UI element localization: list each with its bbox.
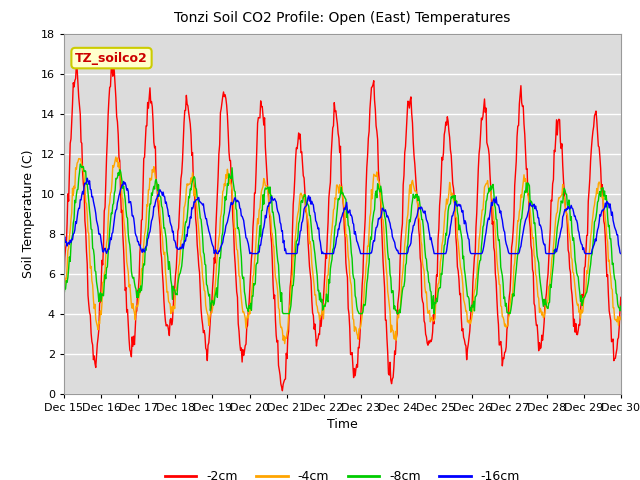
-2cm: [617, 294, 625, 300]
Y-axis label: Soil Temperature (C): Soil Temperature (C): [22, 149, 35, 278]
-16cm: [83, 175, 91, 181]
-16cm: [70, 230, 78, 236]
Title: Tonzi Soil CO2 Profile: Open (East) Temperatures: Tonzi Soil CO2 Profile: Open (East) Temp…: [174, 12, 511, 25]
-4cm: [617, 314, 625, 320]
-2cm: [60, 280, 68, 286]
-4cm: [112, 154, 120, 160]
-8cm: [128, 274, 136, 279]
Line: -4cm: -4cm: [64, 157, 621, 344]
-16cm: [412, 216, 419, 222]
-2cm: [428, 336, 436, 342]
-4cm: [185, 181, 193, 187]
-4cm: [214, 243, 222, 249]
-4cm: [70, 183, 78, 189]
-8cm: [428, 306, 436, 312]
Line: -16cm: -16cm: [64, 178, 621, 253]
-8cm: [76, 161, 84, 167]
-4cm: [60, 286, 68, 292]
-4cm: [128, 305, 136, 311]
X-axis label: Time: Time: [327, 418, 358, 431]
-16cm: [60, 236, 68, 241]
-8cm: [279, 311, 287, 316]
Legend: -2cm, -4cm, -8cm, -16cm: -2cm, -4cm, -8cm, -16cm: [160, 465, 525, 480]
-2cm: [70, 84, 78, 90]
Line: -2cm: -2cm: [64, 62, 621, 391]
-2cm: [214, 174, 222, 180]
-16cm: [428, 240, 436, 245]
-16cm: [128, 213, 136, 219]
-2cm: [128, 334, 136, 340]
-8cm: [412, 192, 419, 198]
-4cm: [412, 188, 419, 194]
-4cm: [281, 341, 289, 347]
-16cm: [185, 225, 193, 231]
-2cm: [109, 60, 117, 65]
-8cm: [70, 216, 78, 222]
-8cm: [214, 277, 222, 283]
Text: TZ_soilco2: TZ_soilco2: [75, 51, 148, 65]
-8cm: [60, 293, 68, 299]
-8cm: [185, 194, 193, 200]
Line: -8cm: -8cm: [64, 164, 621, 313]
-4cm: [428, 314, 436, 320]
-2cm: [185, 109, 193, 115]
-16cm: [214, 251, 221, 256]
-2cm: [278, 388, 286, 394]
-16cm: [617, 251, 625, 256]
-8cm: [617, 303, 625, 309]
-16cm: [215, 248, 223, 254]
-2cm: [412, 172, 419, 178]
